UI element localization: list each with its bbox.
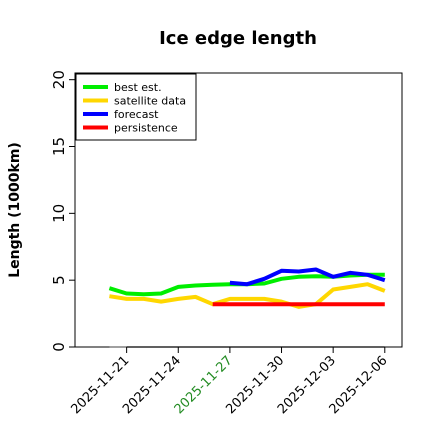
legend-label-satellite-data: satellite data — [114, 95, 186, 108]
legend-label-forecast: forecast — [114, 108, 159, 121]
legend-label-persistence: persistence — [114, 122, 178, 135]
series-line-satellite-data — [109, 282, 386, 309]
y-tick-label: 15 — [50, 137, 68, 156]
y-tick-label: 20 — [50, 70, 68, 89]
y-tick-label: 10 — [50, 204, 68, 223]
legend-label-best-est-: best est. — [114, 81, 162, 94]
x-axis: 2025-11-212025-11-242025-11-272025-11-30… — [68, 346, 391, 417]
chart-title: Ice edge length — [159, 28, 317, 49]
y-tick-label: 0 — [50, 342, 68, 352]
legend: best est.satellite dataforecastpersisten… — [75, 73, 197, 141]
y-axis: 0 5 10 15 20 — [50, 70, 76, 352]
y-tick-label: 5 — [50, 275, 68, 285]
series-layer — [108, 267, 386, 309]
y-axis-label: Length (1000km) — [7, 142, 23, 278]
series-line-forecast — [229, 267, 386, 287]
